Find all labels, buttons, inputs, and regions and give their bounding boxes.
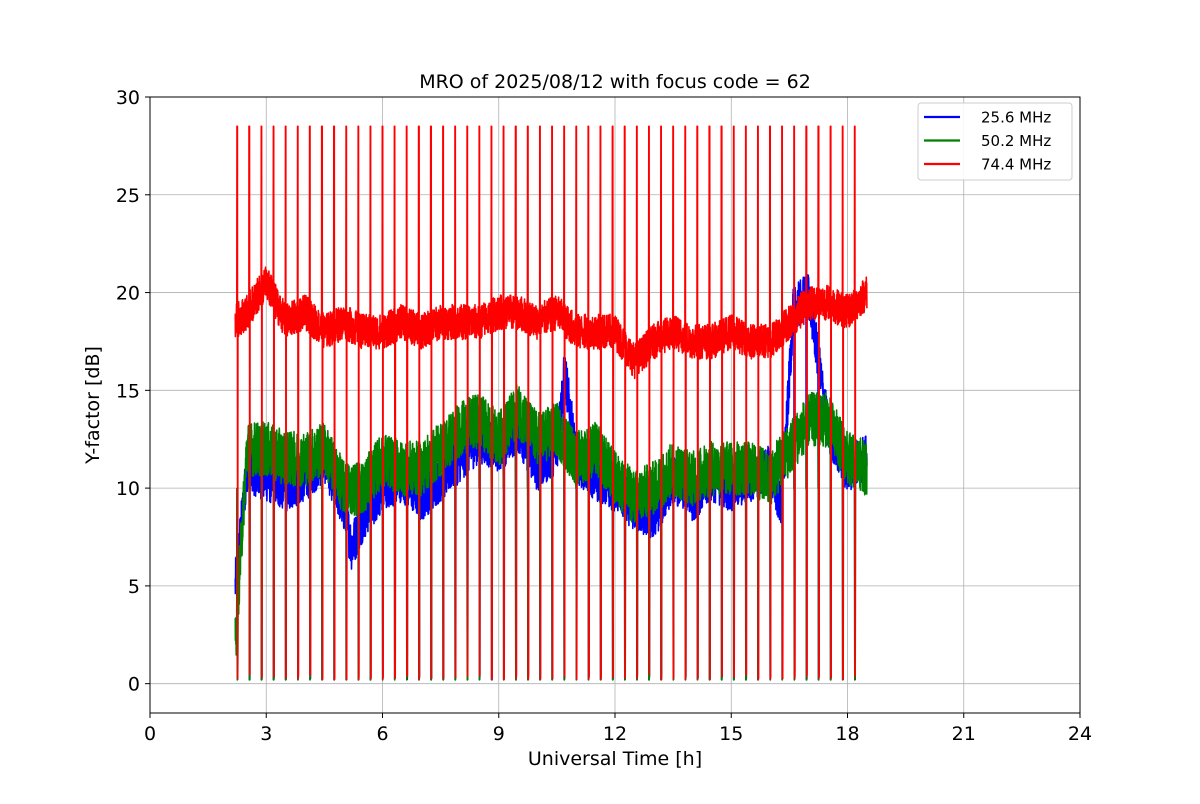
chart-title: MRO of 2025/08/12 with focus code = 62 [419, 71, 811, 93]
legend: 25.6 MHz 50.2 MHz 74.4 MHz [917, 102, 1073, 181]
x-tick-label: 3 [260, 723, 272, 745]
y-tick-label: 25 [116, 185, 140, 207]
legend-items: 25.6 MHz 50.2 MHz 74.4 MHz [924, 109, 1051, 174]
x-tick-label: 15 [719, 723, 743, 745]
x-tick-label: 6 [376, 723, 388, 745]
x-tick-label: 12 [603, 723, 627, 745]
y-axis-label: Y-factor [dB] [82, 346, 104, 465]
x-axis-label: Universal Time [h] [528, 748, 702, 770]
y-tick-label: 5 [128, 576, 140, 598]
x-tick-label: 0 [144, 723, 156, 745]
y-tick-label: 10 [116, 478, 140, 500]
x-tick-label: 21 [952, 723, 976, 745]
y-tick-label: 30 [116, 87, 140, 109]
series-line-2 [234, 125, 868, 681]
y-axis: 0 5 10 15 20 25 30 [116, 87, 150, 696]
x-axis: 0 3 6 9 12 15 18 21 24 [144, 713, 1092, 745]
legend-label: 50.2 MHz [981, 132, 1051, 150]
x-tick-label: 18 [835, 723, 859, 745]
legend-label: 25.6 MHz [981, 109, 1051, 127]
y-tick-label: 15 [116, 380, 140, 402]
series-layer [234, 125, 868, 681]
x-tick-label: 24 [1068, 723, 1092, 745]
legend-box [917, 102, 1073, 181]
x-tick-label: 9 [493, 723, 505, 745]
y-tick-label: 20 [116, 283, 140, 305]
legend-label: 74.4 MHz [981, 156, 1051, 174]
y-tick-label: 0 [128, 674, 140, 696]
series-line-1 [234, 384, 868, 681]
